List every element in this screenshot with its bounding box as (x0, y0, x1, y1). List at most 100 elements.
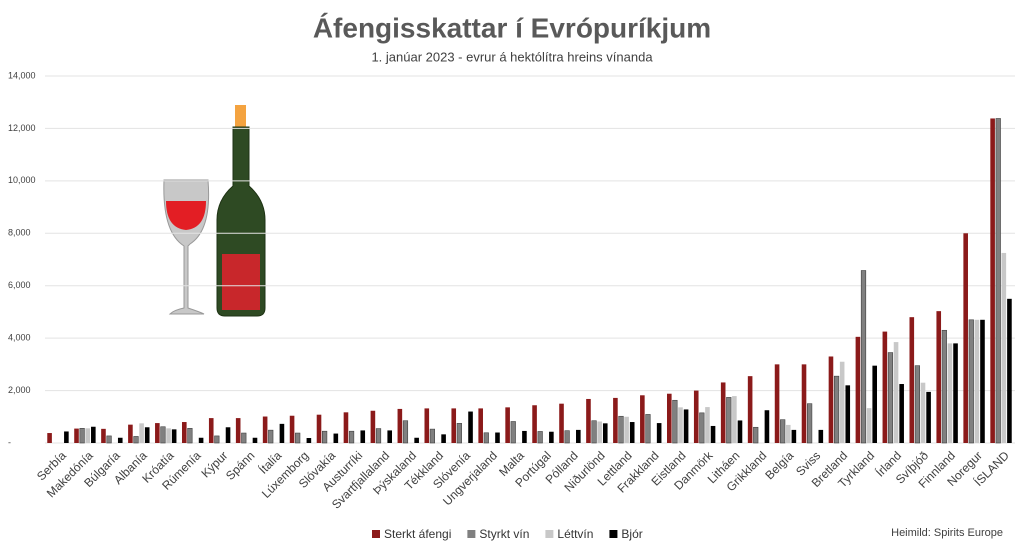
bar (753, 426, 759, 444)
bar (166, 428, 171, 443)
legend-swatch (609, 530, 618, 538)
bar (737, 420, 743, 443)
bar (699, 412, 705, 444)
bar (747, 376, 753, 443)
bar (705, 407, 710, 443)
bar (139, 423, 144, 443)
bar (855, 336, 861, 443)
bar (899, 384, 904, 443)
chart-subtitle: 1. janúar 2023 - evrur á hektólítra hrei… (371, 49, 653, 64)
bar (91, 426, 96, 443)
bar (764, 410, 770, 443)
bar (85, 428, 91, 443)
bar (726, 397, 732, 444)
bar (720, 382, 726, 443)
bar (839, 361, 845, 443)
bar (872, 365, 878, 443)
bar (597, 421, 602, 443)
bar (990, 118, 995, 444)
bar (941, 329, 947, 444)
bar (801, 364, 807, 443)
bar (893, 342, 899, 443)
bar (860, 270, 867, 444)
bar (1001, 252, 1007, 443)
bar (936, 311, 942, 443)
bar (618, 415, 624, 444)
legend-label: Styrkt vín (479, 527, 529, 541)
bar (828, 356, 834, 443)
y-tick-label: 4,000 (8, 333, 31, 343)
bar (74, 428, 79, 443)
wine-glass (163, 179, 210, 315)
bar (268, 429, 274, 444)
bar (909, 317, 915, 443)
bar (963, 233, 968, 443)
bar (397, 408, 403, 443)
bar (586, 398, 591, 443)
bar (926, 391, 931, 443)
bar (133, 436, 139, 444)
bar (640, 395, 645, 443)
bar (866, 408, 872, 443)
bar (666, 393, 672, 443)
bar (564, 430, 570, 444)
bar (198, 437, 204, 443)
bar (968, 319, 974, 444)
bar (348, 430, 355, 444)
bar (887, 352, 894, 444)
bar (549, 431, 554, 443)
bar (522, 430, 527, 443)
bar (602, 423, 608, 443)
bar (532, 405, 537, 443)
bar (537, 431, 543, 444)
bar (375, 428, 382, 444)
bar (295, 432, 301, 444)
bar (316, 414, 322, 443)
bar (252, 437, 258, 443)
bar (144, 427, 150, 443)
bar (833, 375, 840, 444)
bar (732, 396, 737, 443)
bar (387, 430, 393, 443)
bar (818, 429, 824, 443)
bar (791, 429, 797, 443)
bar (980, 319, 985, 443)
bar (785, 424, 791, 443)
bar (402, 420, 409, 444)
bar (774, 364, 780, 443)
chart-title: Áfengisskattar í Evrópuríkjum (313, 12, 711, 43)
bar (920, 382, 926, 443)
bar (101, 428, 106, 443)
legend-label: Bjór (621, 527, 642, 541)
legend-label: Sterkt áfengi (384, 527, 451, 541)
bar (262, 416, 268, 443)
bar (343, 412, 349, 443)
bar (613, 397, 618, 443)
bar (995, 118, 1001, 444)
y-tick-label: 6,000 (8, 280, 31, 290)
bar (79, 428, 85, 444)
bar (953, 343, 958, 443)
bar (629, 422, 635, 443)
bar (672, 399, 678, 444)
bar (235, 418, 241, 443)
bar (214, 435, 220, 444)
bar (289, 415, 295, 443)
y-tick-label: 2,000 (8, 385, 31, 395)
bar (181, 422, 187, 443)
bar (645, 414, 651, 444)
bar (187, 428, 193, 444)
y-tick-label: 8,000 (8, 228, 31, 238)
bar (845, 385, 851, 443)
bar (451, 408, 457, 443)
bar (441, 434, 446, 443)
bar (510, 421, 516, 444)
source: Heimild: Spirits Europe (891, 527, 1003, 539)
bar (241, 432, 247, 444)
bar (974, 319, 980, 443)
bar (429, 428, 435, 444)
bar (333, 433, 339, 443)
bar (710, 425, 716, 443)
y-tick-label: - (8, 437, 11, 447)
